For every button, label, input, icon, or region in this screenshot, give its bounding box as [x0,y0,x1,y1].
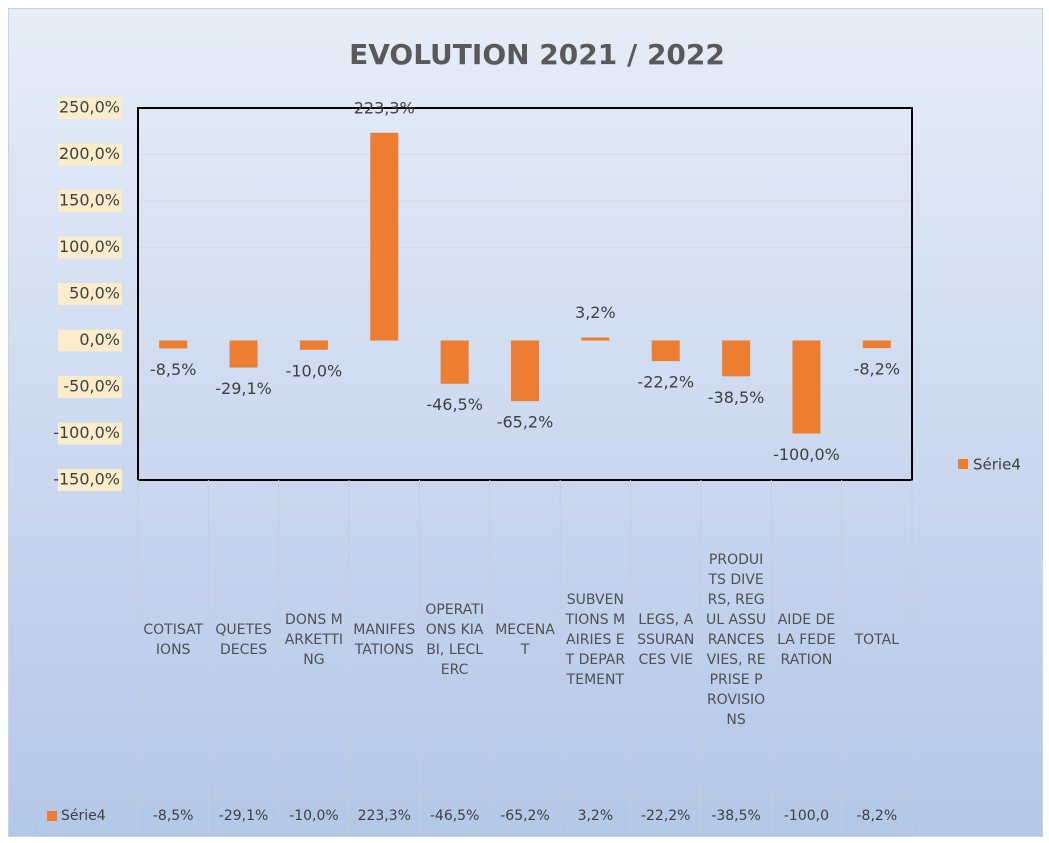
data-label: -65,2% [497,413,554,432]
data-label: 223,3% [354,98,415,117]
data-label: -22,2% [637,373,694,392]
bar [862,340,891,349]
y-tick-label: 200,0% [59,144,120,163]
bar [651,340,680,362]
bar [581,337,610,341]
y-tick-label: -150,0% [53,470,120,489]
x-tick-label: TOTAL [854,632,900,648]
x-tick-label: LEGS, ASSURANCES VIE [637,612,695,668]
y-tick-label: 50,0% [69,284,120,303]
table-legend-label: Série4 [61,808,106,824]
data-label: -100,0% [773,445,840,464]
table-value: 3,2% [578,808,614,824]
chart-title: EVOLUTION 2021 / 2022 [349,38,725,71]
y-tick-label-bg [58,469,122,491]
table-value: -100,0 [784,808,829,824]
y-tick-label-bg [58,236,122,259]
bar [722,340,751,377]
plot-border [137,107,913,481]
data-label: 3,2% [575,303,616,322]
y-tick-label-bg [58,283,122,305]
y-tick-label-bg [58,376,122,398]
table-value: -8,5% [153,808,194,824]
bar [440,340,469,384]
y-tick-label-bg [58,190,122,212]
x-tick-label: QUETES DECES [215,622,272,658]
table-value: -29,1% [219,808,269,824]
legend-label: Série4 [973,456,1021,474]
y-tick-label-bg [58,329,122,352]
x-tick-label: OPERATIONS KIABI, LECLERC [425,602,484,678]
table-value: 223,3% [358,808,411,824]
table-value: -22,2% [641,808,691,824]
table-value: -10,0% [289,808,339,824]
x-tick-label: MECENAT [495,622,555,658]
y-tick-label: 100,0% [59,237,120,256]
x-tick-label: AIDE DE LA FEDERATION [777,612,836,668]
data-label: -8,2% [854,360,900,379]
table-legend-key [47,811,57,821]
y-tick-label-bg [58,143,122,166]
bar [370,132,399,341]
table-value: -38,5% [711,808,761,824]
y-tick-label: 250,0% [59,98,120,117]
y-tick-label-bg [58,97,122,119]
y-tick-label-bg [58,422,122,445]
y-tick-label: -50,0% [63,377,120,396]
bar [229,340,258,368]
x-tick-label: PRODUITS DIVERS, REGUL ASSURANCES VIES, … [706,552,767,728]
y-tick-label: 150,0% [59,191,120,210]
y-tick-label: -100,0% [53,423,120,442]
y-tick-label: 0,0% [79,330,120,349]
x-tick-label: DONS MARKETTING [284,612,344,668]
data-label: -8,5% [150,360,196,379]
data-label: -38,5% [708,388,765,407]
bar [159,340,188,349]
table-value: -65,2% [500,808,550,824]
x-tick-label: COTISATIONS [143,622,204,658]
chart-background [8,8,1043,837]
bar [792,340,821,434]
x-tick-label: SUBVENTIONS MAIRIES ET DEPARTEMENT [565,592,626,688]
table-value: -8,2% [857,808,898,824]
data-label: -10,0% [286,361,343,380]
x-tick-label: MANIFESTATIONS [353,622,416,658]
legend-key [958,459,968,469]
bar [299,340,328,350]
table-value: -46,5% [430,808,480,824]
data-label: -46,5% [426,395,483,414]
data-label: -29,1% [215,379,272,398]
bar [511,340,539,402]
